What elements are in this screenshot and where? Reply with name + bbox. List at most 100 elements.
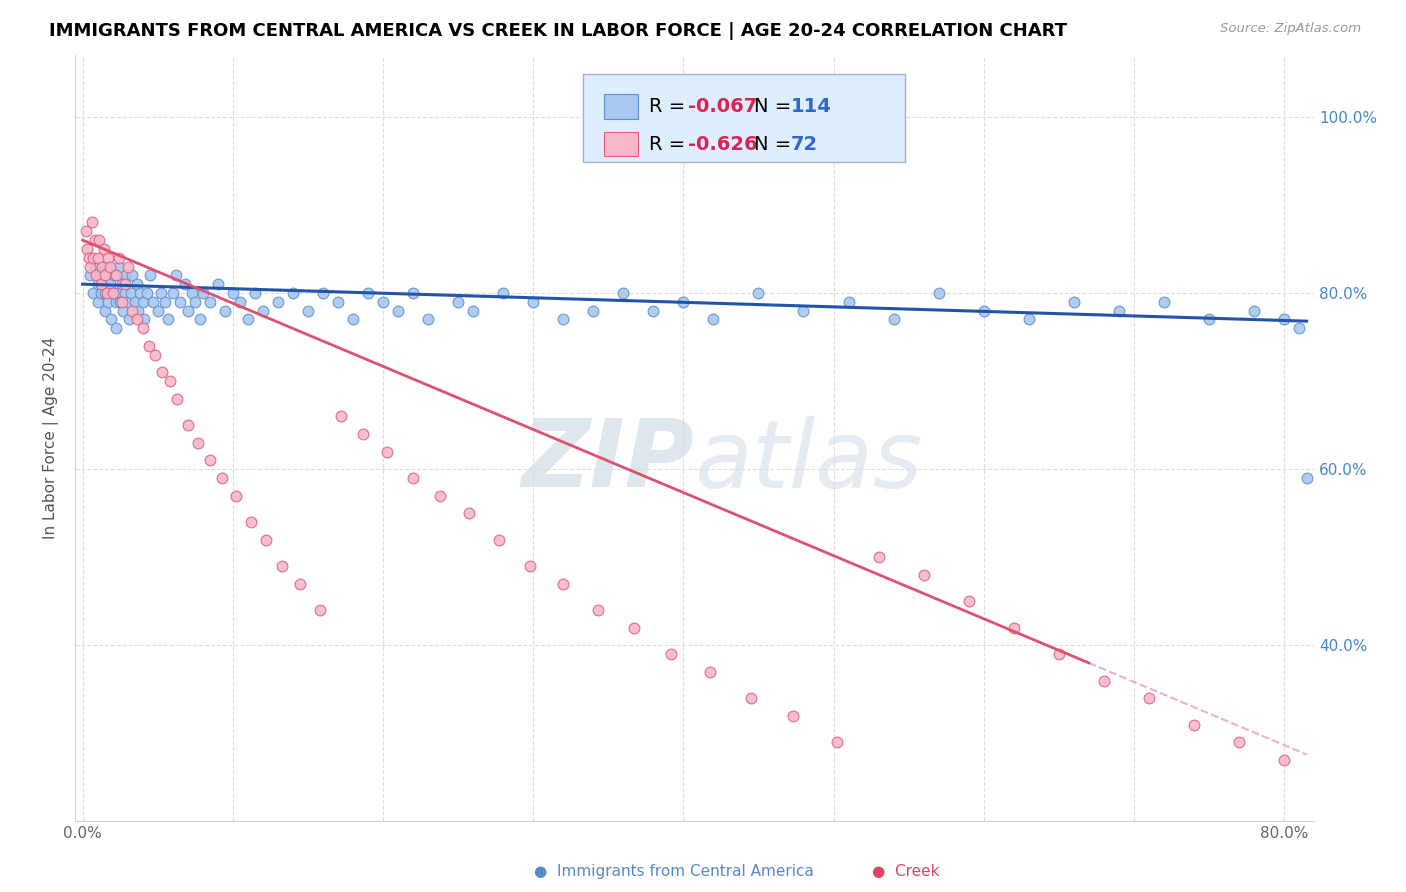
Point	[146, 303, 169, 318]
Point	[121, 303, 143, 318]
Text: Source: ZipAtlas.com: Source: ZipAtlas.com	[1220, 22, 1361, 36]
Point	[107, 260, 129, 274]
Point	[94, 268, 117, 283]
Point	[111, 277, 134, 292]
Point	[492, 285, 515, 300]
Point	[207, 277, 229, 292]
Point	[124, 294, 146, 309]
Point	[447, 294, 470, 309]
Point	[94, 303, 117, 318]
Text: R =: R =	[648, 97, 692, 116]
Point	[236, 312, 259, 326]
Point	[342, 312, 364, 326]
Text: 72: 72	[792, 135, 818, 153]
Point	[357, 285, 380, 300]
Point	[371, 294, 394, 309]
Point	[326, 294, 349, 309]
Point	[191, 285, 214, 300]
Point	[416, 312, 439, 326]
Point	[1108, 303, 1130, 318]
Point	[103, 268, 125, 283]
Point	[312, 285, 335, 300]
Point	[166, 392, 188, 406]
Point	[111, 294, 134, 309]
Point	[267, 294, 290, 309]
Point	[112, 303, 135, 318]
Point	[1272, 312, 1295, 326]
Point	[1092, 673, 1115, 688]
Point	[117, 294, 139, 309]
Point	[429, 489, 451, 503]
Point	[83, 260, 105, 274]
Point	[352, 426, 374, 441]
Point	[582, 303, 605, 318]
FancyBboxPatch shape	[583, 74, 905, 162]
Point	[402, 471, 425, 485]
Point	[114, 285, 136, 300]
Point	[457, 506, 479, 520]
Point	[659, 647, 682, 661]
Point	[1288, 321, 1310, 335]
Point	[747, 285, 769, 300]
Point	[1243, 303, 1265, 318]
Point	[329, 409, 352, 424]
Point	[82, 285, 104, 300]
Point	[138, 339, 160, 353]
Point	[143, 348, 166, 362]
Point	[79, 260, 101, 274]
Text: ZIP: ZIP	[522, 416, 695, 508]
Point	[105, 285, 128, 300]
Point	[94, 285, 117, 300]
Point	[136, 285, 159, 300]
Point	[200, 294, 222, 309]
Point	[162, 285, 184, 300]
Point	[177, 303, 200, 318]
Point	[309, 603, 332, 617]
Point	[127, 303, 149, 318]
Point	[104, 294, 127, 309]
Text: IMMIGRANTS FROM CENTRAL AMERICA VS CREEK IN LABOR FORCE | AGE 20-24 CORRELATION : IMMIGRANTS FROM CENTRAL AMERICA VS CREEK…	[49, 22, 1067, 40]
Point	[159, 374, 181, 388]
Point	[387, 303, 409, 318]
Point	[290, 576, 312, 591]
Point	[90, 277, 112, 292]
Point	[586, 603, 609, 617]
Point	[91, 260, 114, 274]
Point	[125, 277, 148, 292]
Point	[643, 303, 665, 318]
Point	[222, 285, 245, 300]
Point	[181, 285, 204, 300]
Point	[699, 665, 721, 679]
Point	[117, 260, 139, 274]
Y-axis label: In Labor Force | Age 20-24: In Labor Force | Age 20-24	[44, 337, 59, 540]
Point	[782, 708, 804, 723]
Point	[1295, 471, 1317, 485]
Point	[522, 294, 544, 309]
Point	[1047, 647, 1070, 661]
Point	[139, 268, 162, 283]
Point	[214, 303, 236, 318]
Point	[153, 294, 176, 309]
Point	[271, 559, 294, 574]
Point	[149, 285, 172, 300]
Point	[868, 550, 890, 565]
Point	[157, 312, 180, 326]
Text: -0.067: -0.067	[689, 97, 758, 116]
Point	[519, 559, 541, 574]
Point	[254, 533, 277, 547]
Point	[973, 303, 995, 318]
Point	[87, 233, 110, 247]
Point	[1063, 294, 1085, 309]
Point	[1198, 312, 1220, 326]
Point	[96, 260, 118, 274]
Point	[173, 277, 195, 292]
Point	[125, 312, 148, 326]
Point	[553, 312, 575, 326]
Point	[100, 312, 122, 326]
Point	[1137, 691, 1160, 706]
Point	[98, 277, 121, 292]
Point	[104, 268, 127, 283]
Point	[229, 294, 252, 309]
Point	[1227, 735, 1250, 749]
Point	[128, 285, 150, 300]
